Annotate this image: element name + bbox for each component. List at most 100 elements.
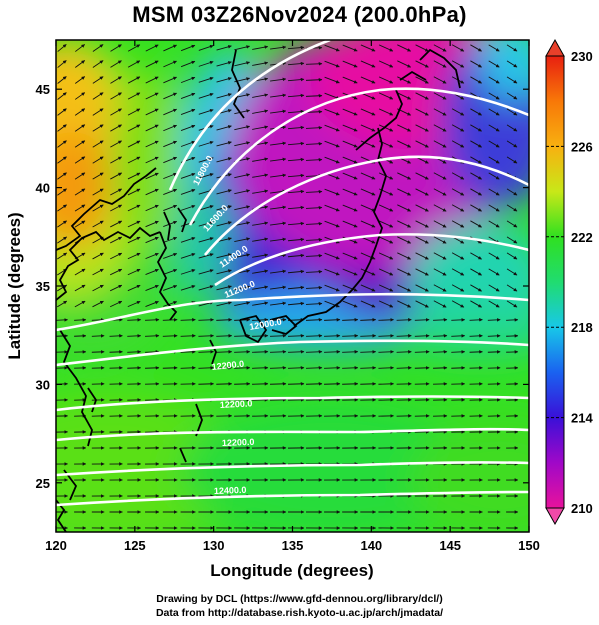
wind-arrow	[488, 172, 500, 180]
wind-arrow	[270, 45, 287, 50]
wind-arrow	[180, 108, 196, 115]
wind-arrow	[109, 284, 123, 292]
wind-arrow	[396, 350, 412, 354]
wind-arrow	[234, 125, 251, 131]
wind-arrow	[92, 188, 104, 196]
colorbar: 230 226 222 218 214 210	[545, 38, 593, 526]
wind-arrow	[360, 172, 376, 180]
wind-arrow	[342, 300, 358, 308]
wind-arrow	[506, 76, 518, 84]
wind-arrow	[287, 173, 305, 178]
wind-arrow	[74, 268, 86, 276]
wind-arrow	[433, 44, 447, 52]
wind-arrow	[163, 108, 177, 116]
wind-arrow	[92, 76, 104, 84]
wind-arrow	[506, 140, 518, 148]
wind-arrow	[127, 108, 141, 116]
wind-arrow	[378, 300, 394, 308]
wind-arrow	[414, 318, 430, 322]
wind-arrow	[488, 156, 500, 164]
wind-arrow	[270, 109, 287, 114]
wind-arrow	[74, 334, 87, 338]
wind-arrow	[469, 318, 483, 322]
wind-arrow	[506, 60, 518, 68]
wind-arrow	[360, 284, 376, 292]
wind-arrow	[127, 268, 141, 276]
wind-arrow	[163, 124, 177, 132]
wind-arrow	[56, 318, 68, 322]
wind-arrow	[57, 92, 67, 100]
wind-arrow	[252, 221, 269, 226]
wind-arrow	[397, 76, 412, 84]
wind-arrow	[470, 108, 482, 116]
wind-arrow	[287, 189, 305, 194]
wind-arrow	[109, 350, 123, 354]
wind-arrow	[506, 108, 518, 116]
wind-arrow	[252, 350, 269, 354]
wind-arrow	[57, 172, 67, 180]
wind-arrow	[451, 44, 465, 52]
wind-arrow	[57, 236, 67, 244]
wind-arrow	[180, 44, 196, 52]
wind-arrow	[163, 140, 178, 148]
wind-arrow	[270, 333, 287, 338]
y-tick-label: 45	[36, 82, 50, 97]
wind-arrow	[127, 236, 141, 244]
wind-arrow	[506, 252, 518, 260]
wind-arrow	[127, 334, 142, 338]
wind-arrow	[360, 300, 376, 308]
wind-arrow	[216, 253, 232, 259]
wind-arrow	[127, 156, 141, 164]
wind-arrow	[74, 220, 86, 228]
wind-arrow	[74, 108, 86, 116]
wind-arrow	[163, 300, 178, 307]
wind-arrow	[306, 125, 323, 130]
wind-arrow	[433, 366, 448, 370]
wind-arrow	[415, 236, 429, 244]
wind-arrow	[306, 221, 323, 226]
wind-arrow	[470, 140, 482, 148]
wind-arrow	[287, 333, 305, 338]
wind-arrow	[506, 300, 518, 308]
wind-arrow	[287, 285, 305, 290]
wind-arrow	[451, 204, 465, 212]
wind-arrow	[287, 350, 305, 354]
wind-arrow	[433, 268, 447, 276]
wind-arrow	[433, 172, 447, 180]
wind-arrow	[56, 300, 68, 308]
wind-arrow	[378, 124, 394, 132]
wind-arrow	[57, 108, 67, 116]
wind-arrow	[145, 140, 159, 148]
wind-arrow	[415, 140, 429, 148]
wind-arrow	[342, 172, 358, 180]
colorbar-tick-label: 226	[571, 139, 593, 154]
wind-arrow	[252, 366, 269, 370]
wind-arrow	[270, 141, 287, 146]
wind-arrow	[270, 173, 287, 178]
wind-arrow	[433, 140, 447, 148]
wind-arrow	[110, 108, 122, 116]
wind-arrow	[110, 252, 123, 260]
wind-arrow	[360, 60, 376, 68]
wind-arrow	[127, 124, 141, 132]
wind-arrow	[506, 236, 518, 244]
wind-arrow	[92, 284, 104, 292]
wind-arrow	[488, 92, 500, 100]
wind-arrow	[127, 60, 141, 68]
wind-arrow	[287, 77, 305, 82]
wind-arrow	[216, 221, 232, 227]
wind-arrow	[74, 156, 86, 164]
wind-arrow	[488, 268, 500, 276]
wind-arrow	[342, 268, 358, 276]
wind-arrow	[110, 92, 122, 100]
wind-arrow	[433, 252, 447, 260]
wind-arrow	[324, 300, 340, 308]
wind-arrow	[360, 220, 376, 228]
wind-arrow	[360, 268, 376, 276]
wind-arrow	[324, 76, 340, 84]
x-tick-label: 130	[203, 538, 225, 553]
wind-arrow	[470, 188, 482, 196]
wind-arrow	[109, 300, 123, 308]
wind-arrow	[378, 220, 394, 228]
wind-arrow	[396, 318, 412, 322]
